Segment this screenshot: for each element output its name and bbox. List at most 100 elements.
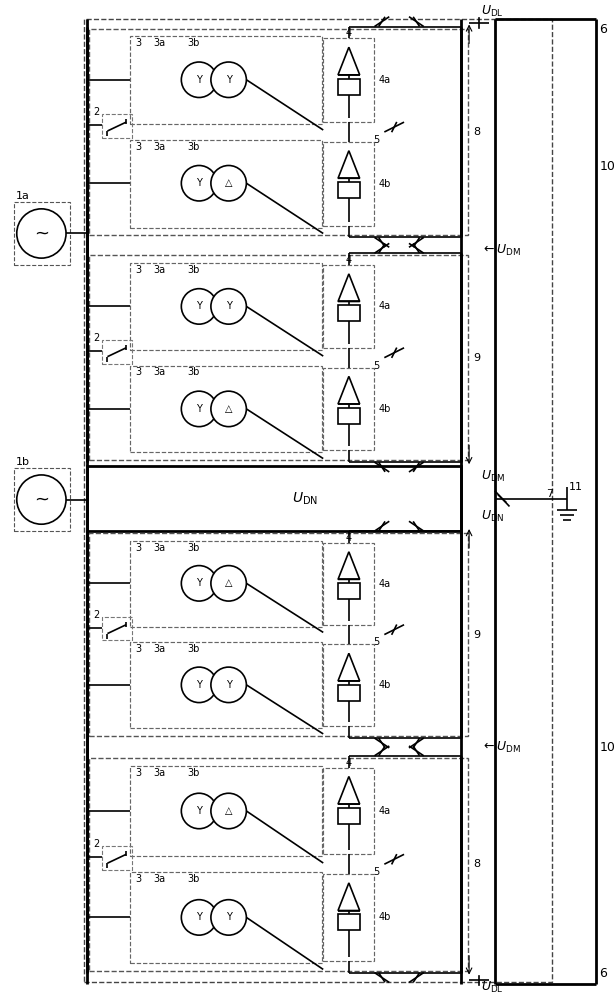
Bar xyxy=(130,766,322,856)
Bar xyxy=(338,583,360,599)
Circle shape xyxy=(211,165,246,201)
Bar xyxy=(338,408,360,424)
Text: $U_{\rm DN}$: $U_{\rm DN}$ xyxy=(293,490,318,507)
Bar xyxy=(338,79,360,95)
Circle shape xyxy=(17,475,66,524)
Bar xyxy=(323,368,375,450)
Bar xyxy=(130,140,322,228)
Bar xyxy=(323,265,375,348)
Text: 2: 2 xyxy=(93,610,100,620)
Text: $U_{\rm DN}$: $U_{\rm DN}$ xyxy=(481,509,505,524)
Text: 3b: 3b xyxy=(187,644,200,654)
Text: △: △ xyxy=(225,404,232,414)
Text: 3: 3 xyxy=(135,768,141,778)
Text: 3a: 3a xyxy=(153,874,166,884)
Text: Y: Y xyxy=(225,912,232,922)
Text: 5: 5 xyxy=(373,637,379,647)
Text: 9: 9 xyxy=(473,630,480,640)
Bar xyxy=(323,38,375,122)
Circle shape xyxy=(211,566,246,601)
Polygon shape xyxy=(338,653,360,681)
Text: 4b: 4b xyxy=(378,912,391,922)
Bar xyxy=(89,533,468,736)
Bar xyxy=(338,914,360,930)
Bar xyxy=(89,758,468,971)
Text: Y: Y xyxy=(196,404,202,414)
Text: 4a: 4a xyxy=(378,806,391,816)
Text: ~: ~ xyxy=(34,224,49,242)
Text: 3: 3 xyxy=(135,142,141,152)
Text: 2: 2 xyxy=(93,107,100,117)
Bar xyxy=(130,642,322,728)
Circle shape xyxy=(211,900,246,935)
Polygon shape xyxy=(338,552,360,579)
Text: 1a: 1a xyxy=(16,191,30,201)
Text: 8: 8 xyxy=(473,127,480,137)
Circle shape xyxy=(17,209,66,258)
Text: △: △ xyxy=(225,178,232,188)
Text: 4b: 4b xyxy=(378,404,391,414)
Text: $U_{\rm DL}$: $U_{\rm DL}$ xyxy=(481,4,504,19)
Polygon shape xyxy=(338,274,360,301)
Bar xyxy=(89,255,468,460)
Text: 4a: 4a xyxy=(378,75,391,85)
Text: 1b: 1b xyxy=(16,457,30,467)
Text: $U_{\rm DM}$: $U_{\rm DM}$ xyxy=(481,469,506,484)
Text: 4a: 4a xyxy=(378,301,391,311)
Circle shape xyxy=(211,793,246,829)
Bar xyxy=(338,182,360,198)
Text: Y: Y xyxy=(196,75,202,85)
Circle shape xyxy=(181,391,217,427)
Text: Y: Y xyxy=(225,301,232,311)
Text: ~: ~ xyxy=(34,491,49,509)
Bar xyxy=(102,617,132,640)
Bar xyxy=(323,142,375,226)
Text: 4b: 4b xyxy=(378,680,391,690)
Polygon shape xyxy=(338,151,360,178)
Text: 3b: 3b xyxy=(187,367,200,377)
Circle shape xyxy=(181,667,217,703)
Bar xyxy=(102,846,132,870)
Text: 2: 2 xyxy=(93,839,100,849)
Text: 6: 6 xyxy=(599,23,607,36)
Text: 7: 7 xyxy=(546,489,553,499)
Text: △: △ xyxy=(225,806,232,816)
Polygon shape xyxy=(338,47,360,75)
Bar xyxy=(323,768,375,854)
Text: Y: Y xyxy=(225,680,232,690)
Circle shape xyxy=(211,62,246,97)
Text: 5: 5 xyxy=(373,361,379,371)
Text: 9: 9 xyxy=(473,353,480,363)
Text: 3a: 3a xyxy=(153,142,166,152)
Bar xyxy=(323,874,375,961)
Text: 11: 11 xyxy=(569,482,583,492)
Text: 3a: 3a xyxy=(153,768,166,778)
Circle shape xyxy=(211,391,246,427)
Text: $\leftarrow U_{\rm DM}$: $\leftarrow U_{\rm DM}$ xyxy=(481,740,521,755)
Bar xyxy=(130,263,322,350)
Text: 4: 4 xyxy=(346,28,352,38)
Bar xyxy=(323,644,375,726)
Bar xyxy=(84,19,552,982)
Text: 3b: 3b xyxy=(187,265,200,275)
Bar xyxy=(87,466,461,531)
Text: 5: 5 xyxy=(373,135,379,145)
Text: Y: Y xyxy=(196,680,202,690)
Text: Y: Y xyxy=(196,912,202,922)
Text: 4: 4 xyxy=(346,533,352,543)
Text: Y: Y xyxy=(196,578,202,588)
Bar xyxy=(338,305,360,321)
Polygon shape xyxy=(338,776,360,804)
Bar xyxy=(14,468,70,531)
Text: 3b: 3b xyxy=(187,142,200,152)
Polygon shape xyxy=(338,883,360,911)
Text: Y: Y xyxy=(196,178,202,188)
Text: 3: 3 xyxy=(135,543,141,553)
Text: Y: Y xyxy=(196,806,202,816)
Text: 3b: 3b xyxy=(187,874,200,884)
Bar xyxy=(130,872,322,963)
Text: Y: Y xyxy=(225,75,232,85)
Bar xyxy=(130,366,322,452)
Bar xyxy=(338,685,360,701)
Bar xyxy=(14,202,70,265)
